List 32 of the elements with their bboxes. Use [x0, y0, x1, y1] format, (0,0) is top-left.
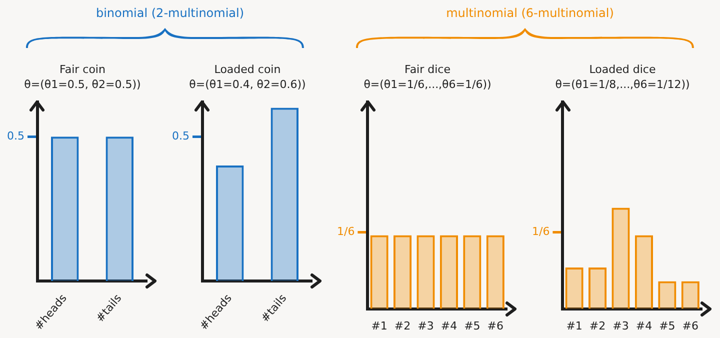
bar	[612, 208, 630, 309]
x-tick-label: #4	[440, 319, 458, 332]
chart-subtitle: θ=(θ1=1/6,...,θ6=1/6))	[362, 77, 492, 92]
x-tick-label: #2	[394, 319, 411, 332]
text: binomial (2-multinomial)	[94, 6, 246, 20]
y-tick-label: 0.5	[172, 130, 190, 143]
y-tick-label: 1/6	[337, 224, 355, 238]
y-tick-label: 1/6	[532, 224, 550, 238]
chart-title: Fair coin	[58, 62, 106, 77]
x-tick-label: #3	[612, 319, 629, 332]
bar	[588, 267, 607, 309]
x-tick-label: #1	[371, 319, 388, 332]
text: multinomial (6-multinomial)	[445, 6, 615, 20]
bar	[634, 235, 654, 309]
bar	[565, 267, 584, 309]
bar	[658, 281, 676, 309]
y-tick-label: 0.5	[6, 130, 24, 143]
x-tick-label: #6	[682, 319, 698, 332]
bar	[681, 281, 700, 309]
x-tick-label: #5	[464, 319, 480, 332]
chart-subtitle: θ=(θ1=0.5, θ2=0.5))	[23, 77, 142, 92]
chart-title: Fair dice	[404, 62, 452, 77]
chart-title: Loaded coin	[213, 62, 282, 77]
x-tick-label: #4	[636, 319, 652, 332]
x-tick-label: #5	[659, 319, 676, 332]
x-tick-label: #6	[487, 319, 504, 332]
chart-subtitle: θ=(θ1=0.4, θ2=0.6))	[188, 77, 307, 92]
x-tick-label: #1	[566, 319, 582, 332]
x-tick-label: #2	[589, 319, 606, 332]
chart-subtitle: θ=(θ1=1/8,...,θ6=1/12))	[554, 77, 691, 92]
x-tick-label: #3	[418, 319, 434, 332]
chart-title: Loaded dice	[588, 62, 657, 77]
